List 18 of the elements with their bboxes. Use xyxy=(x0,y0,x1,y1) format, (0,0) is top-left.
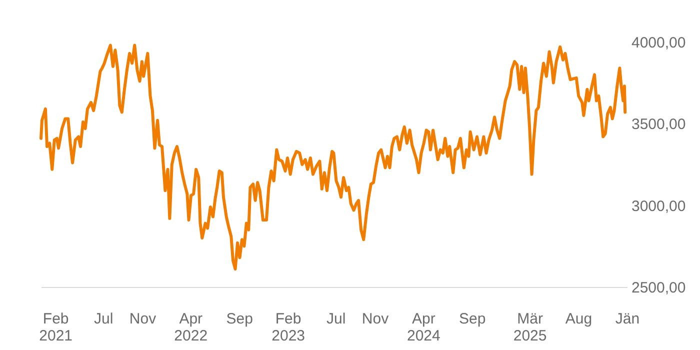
x-tick-label: Jän xyxy=(615,310,640,328)
y-tick-label: 2500,00 xyxy=(632,280,686,296)
x-tick-label: Feb 2023 xyxy=(272,310,306,344)
x-tick-label: Nov xyxy=(129,310,157,328)
x-tick-label: Feb 2021 xyxy=(39,310,73,344)
line-series xyxy=(40,44,627,271)
y-tick-label: 3500,00 xyxy=(632,116,686,134)
x-tick-label: Nov xyxy=(362,310,390,328)
x-tick-label: Mär 2025 xyxy=(513,310,547,344)
x-tick-label: Sep xyxy=(226,310,253,328)
x-tick-label: Apr 2024 xyxy=(406,310,440,344)
x-tick-label: Aug xyxy=(565,310,592,328)
x-tick-label: Sep xyxy=(459,310,486,328)
y-tick-label: 3000,00 xyxy=(632,198,686,215)
x-tick-label: Jul xyxy=(326,310,346,328)
x-tick-label: Apr 2022 xyxy=(174,310,208,344)
y-tick-label: 4000,00 xyxy=(632,34,686,52)
x-tick-label: Jul xyxy=(94,310,114,328)
